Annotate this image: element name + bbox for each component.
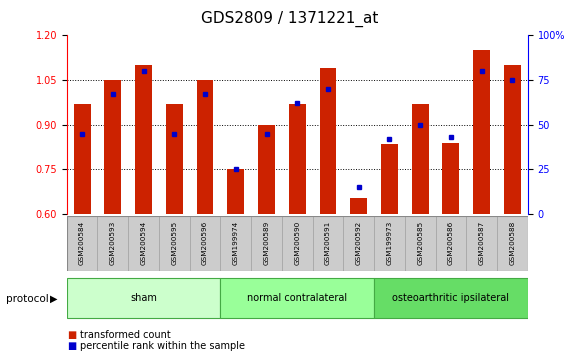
Text: GSM200589: GSM200589 (263, 220, 270, 264)
Text: protocol: protocol (6, 294, 49, 304)
Text: GSM200584: GSM200584 (79, 220, 85, 264)
Bar (166, 104, 183, 214)
Bar (374, 216, 405, 271)
Text: GDS2809 / 1371221_at: GDS2809 / 1371221_at (201, 11, 379, 27)
Bar (466, 216, 497, 271)
Text: normal contralateral: normal contralateral (247, 293, 347, 303)
Text: GSM200595: GSM200595 (171, 220, 177, 264)
Text: GSM200591: GSM200591 (325, 220, 331, 264)
Bar (190, 216, 220, 271)
Text: ■: ■ (67, 341, 76, 351)
Bar (220, 278, 374, 318)
Text: percentile rank within the sample: percentile rank within the sample (80, 341, 245, 351)
Bar (258, 125, 275, 214)
Bar (74, 104, 90, 214)
Text: GSM199974: GSM199974 (233, 220, 239, 264)
Bar (443, 143, 459, 214)
Text: GSM200587: GSM200587 (478, 220, 485, 264)
Bar (504, 65, 521, 214)
Text: GSM200588: GSM200588 (509, 220, 516, 264)
Text: GSM200596: GSM200596 (202, 220, 208, 264)
Text: transformed count: transformed count (80, 330, 171, 339)
Bar (67, 278, 220, 318)
Text: GSM200590: GSM200590 (294, 220, 300, 264)
Text: GSM200592: GSM200592 (356, 220, 362, 264)
Bar (436, 216, 466, 271)
Bar (320, 68, 336, 214)
Bar (374, 278, 528, 318)
Bar (473, 50, 490, 214)
Bar (350, 198, 367, 214)
Text: GSM200593: GSM200593 (110, 220, 116, 264)
Bar (97, 216, 128, 271)
Bar (343, 216, 374, 271)
Bar (159, 216, 190, 271)
Bar (128, 216, 159, 271)
Bar (251, 216, 282, 271)
Text: osteoarthritic ipsilateral: osteoarthritic ipsilateral (393, 293, 509, 303)
Text: sham: sham (130, 293, 157, 303)
Bar (381, 144, 398, 214)
Bar (227, 170, 244, 214)
Bar (220, 216, 251, 271)
Text: GSM200586: GSM200586 (448, 220, 454, 264)
Bar (313, 216, 343, 271)
Bar (497, 216, 528, 271)
Bar (405, 216, 436, 271)
Text: ■: ■ (67, 330, 76, 339)
Bar (197, 80, 213, 214)
Text: GSM200585: GSM200585 (417, 220, 423, 264)
Text: ▶: ▶ (50, 294, 57, 304)
Bar (135, 65, 152, 214)
Bar (67, 216, 97, 271)
Text: GSM199973: GSM199973 (386, 220, 393, 264)
Bar (282, 216, 313, 271)
Bar (289, 104, 306, 214)
Bar (104, 80, 121, 214)
Bar (412, 104, 429, 214)
Text: GSM200594: GSM200594 (140, 220, 147, 264)
